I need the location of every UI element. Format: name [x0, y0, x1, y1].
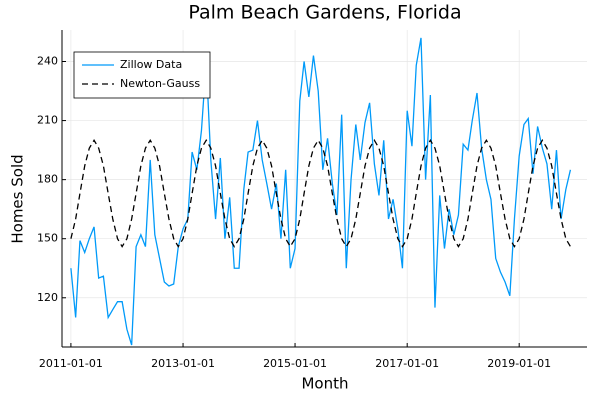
x-tick-label: 2011-01-01	[39, 357, 103, 370]
legend-label: Newton-Gauss	[120, 77, 200, 90]
series-line	[70, 37, 572, 346]
legend-label: Zillow Data	[120, 58, 182, 71]
y-tick-label: 180	[37, 173, 58, 186]
x-tick-label: 2013-01-01	[151, 357, 215, 370]
y-tick-label: 240	[37, 55, 58, 68]
y-tick-label: 210	[37, 114, 58, 127]
y-tick-label: 150	[37, 232, 58, 245]
y-tick-label: 120	[37, 291, 58, 304]
series-line	[70, 138, 571, 248]
x-tick-label: 2019-01-01	[487, 357, 551, 370]
x-axis-label: Month	[301, 375, 348, 393]
x-tick-label: 2015-01-01	[263, 357, 327, 370]
x-tick-label: 2017-01-01	[375, 357, 439, 370]
y-axis-label: Homes Sold	[9, 154, 27, 243]
legend-box	[73, 51, 211, 99]
chart-title: Palm Beach Gardens, Florida	[188, 2, 461, 24]
